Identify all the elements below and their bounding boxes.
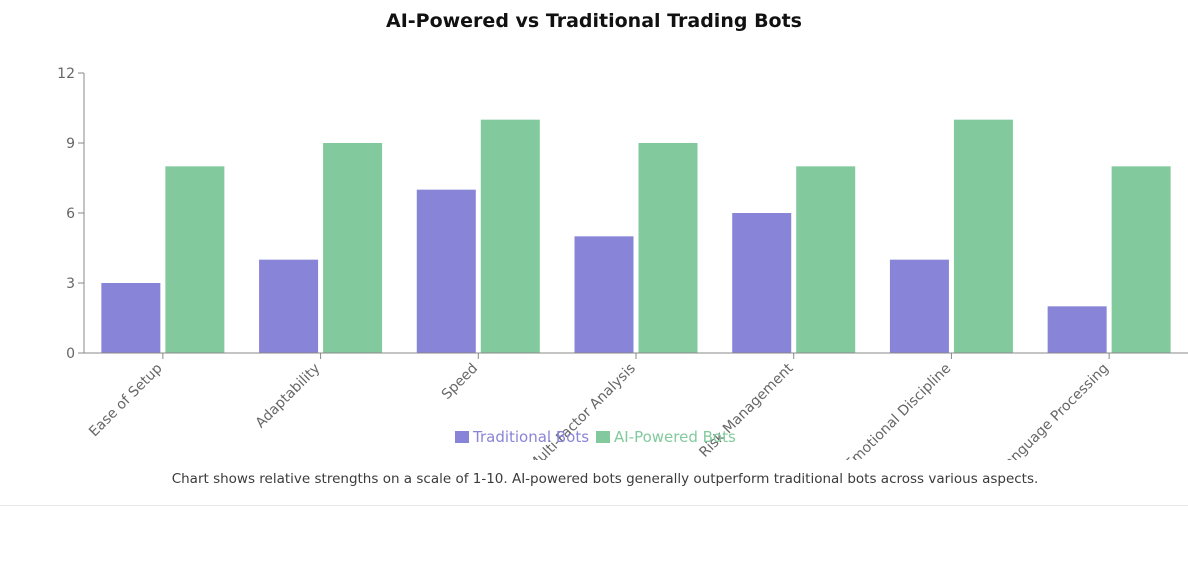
traditional-bar [574,236,634,353]
traditional-bar [259,259,319,353]
traditional-bar [416,189,476,353]
divider [0,505,1188,506]
legend-traditional-swatch [455,431,469,443]
ai-bar [323,143,383,353]
x-tick-label: Adaptability [253,361,324,432]
x-tick-label: Natural Language Processing [956,361,1112,460]
chart-caption: Chart shows relative strengths on a scal… [171,471,1039,487]
chart-title: AI-Powered vs Traditional Trading Bots [385,10,802,32]
ai-bar [1111,166,1171,353]
traditional-bar [889,259,949,353]
y-tick-label: 12 [57,66,75,82]
x-tick-label: Ease of Setup [86,360,166,440]
x-tick-label: Emotional Discipline [842,361,954,460]
traditional-bar [101,283,161,353]
ai-bar [796,166,856,353]
y-tick-label: 3 [66,276,75,292]
legend-traditional-label: Traditional Bots [472,428,589,446]
ai-bar [165,166,225,353]
x-tick-label: Speed [439,361,481,403]
y-tick-label: 0 [66,346,75,362]
legend-ai-label: AI-Powered Bots [614,428,736,446]
ai-bar [953,119,1013,354]
ai-bar [638,143,698,353]
y-tick-label: 6 [66,206,75,222]
traditional-bar [1047,306,1107,353]
legend-ai-swatch [596,431,610,443]
y-tick-label: 9 [66,136,75,152]
traditional-bar [732,213,792,353]
ai-bar [480,119,540,354]
